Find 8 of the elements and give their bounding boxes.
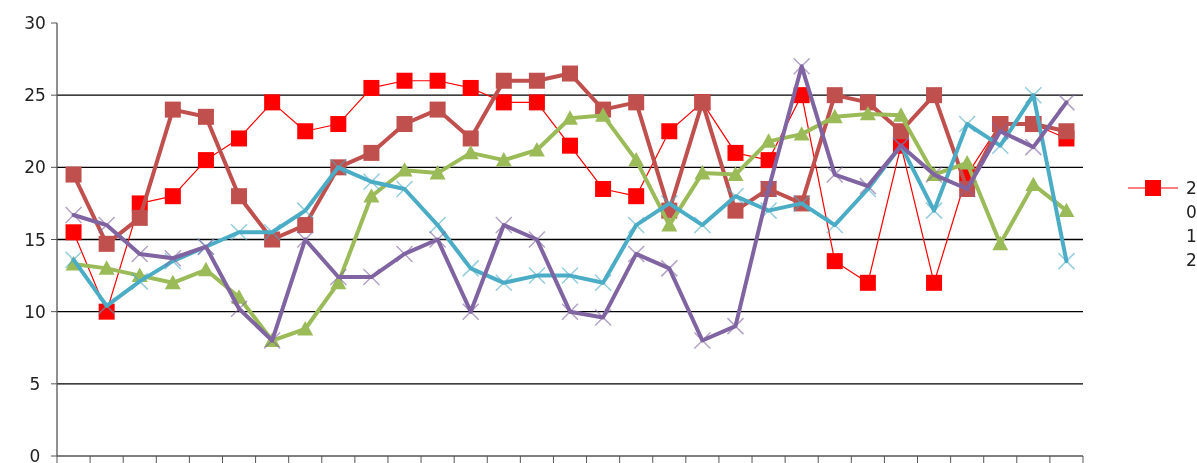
y-tick-label: 30 xyxy=(24,13,46,33)
y-tick-label: 5 xyxy=(29,373,41,394)
y-tick-label: 15 xyxy=(24,229,46,250)
legend-label: 2012 xyxy=(1186,178,1197,270)
y-tick-label: 0 xyxy=(29,446,41,463)
y-tick-label: 10 xyxy=(24,301,46,322)
y-tick-label: 25 xyxy=(24,85,46,106)
y-tick-label: 20 xyxy=(24,157,46,178)
